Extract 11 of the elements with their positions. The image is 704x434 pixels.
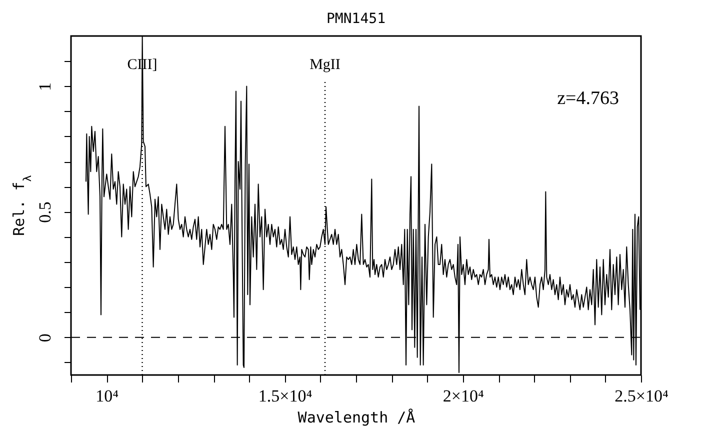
y-tick-label: 1 <box>36 82 54 91</box>
x-tick-label: 10⁴ <box>96 386 119 406</box>
x-tick-label: 2.5×10⁴ <box>614 386 668 406</box>
y-tick-label: 0.5 <box>36 202 54 223</box>
ref-line-label: MgII <box>310 57 340 73</box>
chart-title: PMN1451 <box>326 11 386 27</box>
annotation: z=4.763 <box>557 88 619 109</box>
y-tick-label: 0 <box>36 334 54 342</box>
x-tick-label: 1.5×10⁴ <box>258 386 312 406</box>
x-tick-label: 2×10⁴ <box>442 386 484 406</box>
x-axis-title: Wavelength /Å <box>298 408 416 426</box>
